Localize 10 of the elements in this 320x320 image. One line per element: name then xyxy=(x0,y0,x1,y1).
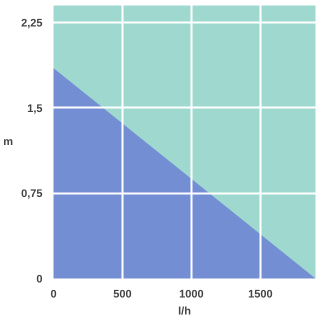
x-tick-label: 1500 xyxy=(248,288,273,300)
y-tick-label: 1,5 xyxy=(27,102,43,115)
x-tick-label: 0 xyxy=(50,288,57,300)
y-tick-label: 0,75 xyxy=(21,188,43,200)
x-tick-label: 500 xyxy=(113,288,132,300)
y-tick-label: 0 xyxy=(36,274,43,286)
y-tick-label: 2,25 xyxy=(21,18,43,30)
x-tick-label: 1000 xyxy=(179,288,204,300)
y-axis-title: m xyxy=(3,136,14,148)
x-axis-title: l/h xyxy=(178,306,192,318)
